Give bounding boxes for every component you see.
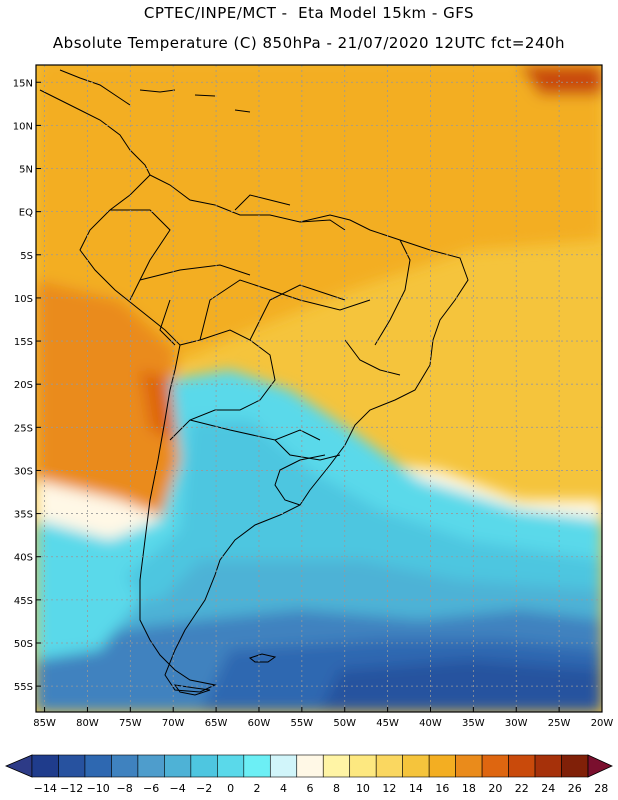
lon-tick-label: 55W xyxy=(291,718,314,729)
colorbar-segment xyxy=(561,754,589,778)
colorbar-label: −4 xyxy=(170,782,186,795)
colorbar-segment xyxy=(455,754,483,778)
colorbar-label: −6 xyxy=(143,782,159,795)
lon-tick-label: 75W xyxy=(119,718,142,729)
temperature-field xyxy=(36,65,602,712)
colorbar-segment xyxy=(481,754,509,778)
colorbar-segment xyxy=(508,754,536,778)
lat-tick-label: 45S xyxy=(14,596,33,607)
colorbar-label: 14 xyxy=(409,782,423,795)
colorbar-label: 8 xyxy=(333,782,340,795)
colorbar-label: −8 xyxy=(117,782,133,795)
colorbar-label: 12 xyxy=(382,782,396,795)
colorbar-label: 2 xyxy=(254,782,261,795)
colorbar-label: 24 xyxy=(541,782,555,795)
lon-tick-label: 65W xyxy=(205,718,228,729)
colorbar-over-arrow xyxy=(587,754,613,778)
lat-tick-label: 30S xyxy=(14,466,33,477)
colorbar-label: −14 xyxy=(34,782,57,795)
lat-tick-label: 20S xyxy=(14,380,33,391)
colorbar-label: 0 xyxy=(227,782,234,795)
lon-tick-label: 20W xyxy=(591,718,614,729)
lat-tick-label: 10S xyxy=(14,294,33,305)
colorbar-label: 6 xyxy=(307,782,314,795)
colorbar-segment xyxy=(164,754,192,778)
colorbar-label: −2 xyxy=(196,782,212,795)
lat-tick-label: 15S xyxy=(14,337,33,348)
colorbar-label: 18 xyxy=(462,782,476,795)
colorbar-label: 10 xyxy=(356,782,370,795)
colorbar-segment xyxy=(137,754,165,778)
colorbar-segment xyxy=(349,754,377,778)
lon-tick-label: 50W xyxy=(333,718,356,729)
colorbar-label: 20 xyxy=(488,782,502,795)
longitude-ticks: 85W 80W 75W 70W 65W 60W 55W 50W 45W 40W 35W 30W 25W 2… xyxy=(33,707,613,729)
colorbar-label: 16 xyxy=(435,782,449,795)
colorbar-segment xyxy=(428,754,456,778)
lat-tick-label: 15N xyxy=(13,78,33,89)
lat-tick-label: 40S xyxy=(14,553,33,564)
colorbar-segment xyxy=(269,754,298,778)
colorbar-label: 22 xyxy=(515,782,529,795)
graticule xyxy=(36,65,602,712)
lon-tick-label: 40W xyxy=(419,718,442,729)
map-frame xyxy=(35,64,603,713)
colorbar-segment xyxy=(217,754,245,778)
coastlines xyxy=(39,69,469,696)
lat-tick-label: 25S xyxy=(14,423,33,434)
lon-tick-label: 60W xyxy=(248,718,271,729)
colorbar-segment xyxy=(111,754,139,778)
lat-tick-label: 5S xyxy=(20,251,33,262)
map-title-line2: Absolute Temperature (C) 850hPa - 21/07/… xyxy=(52,34,566,52)
colorbar-segment xyxy=(375,754,403,778)
lon-tick-label: 85W xyxy=(33,718,56,729)
colorbar-label: −10 xyxy=(87,782,110,795)
colorbar-segment xyxy=(534,754,562,778)
lon-tick-label: 35W xyxy=(462,718,485,729)
lon-tick-label: 45W xyxy=(376,718,399,729)
colorbar-under-arrow xyxy=(4,754,33,778)
colorbar-segment xyxy=(190,754,218,778)
lat-tick-label: 50S xyxy=(14,639,33,650)
colorbar: −14 −12 −10 −8 −6 −4 −2 0 2 4 6 8 10 12 14 16 18 20 22 24 26… xyxy=(4,754,613,795)
colorbar-label: 28 xyxy=(594,782,608,795)
colorbar-segment xyxy=(58,754,86,778)
lat-tick-label: 55S xyxy=(14,682,33,693)
colorbar-segment xyxy=(84,754,112,778)
lon-tick-label: 80W xyxy=(76,718,99,729)
colorbar-segment xyxy=(243,754,271,778)
lon-tick-label: 30W xyxy=(505,718,528,729)
latitude-ticks: 15N 10N 5N EQ 5S 10S 15S 20S 25S 30S 35S 40S 45S 50S 5… xyxy=(13,78,41,693)
lat-tick-label: EQ xyxy=(19,208,33,219)
lon-tick-label: 25W xyxy=(548,718,571,729)
lat-tick-label: 10N xyxy=(13,121,33,132)
lat-tick-label: 35S xyxy=(14,510,33,521)
lon-tick-label: 70W xyxy=(162,718,185,729)
colorbar-segment xyxy=(296,754,324,778)
lat-tick-label: 5N xyxy=(19,165,33,176)
colorbar-segment xyxy=(402,754,430,778)
colorbar-label: 26 xyxy=(568,782,582,795)
colorbar-segment xyxy=(31,754,59,778)
colorbar-label: −12 xyxy=(60,782,83,795)
colorbar-label: 4 xyxy=(280,782,287,795)
map-title-line1: CPTEC/INPE/MCT - Eta Model 15km - GFS xyxy=(143,4,475,22)
colorbar-segment xyxy=(322,754,351,778)
